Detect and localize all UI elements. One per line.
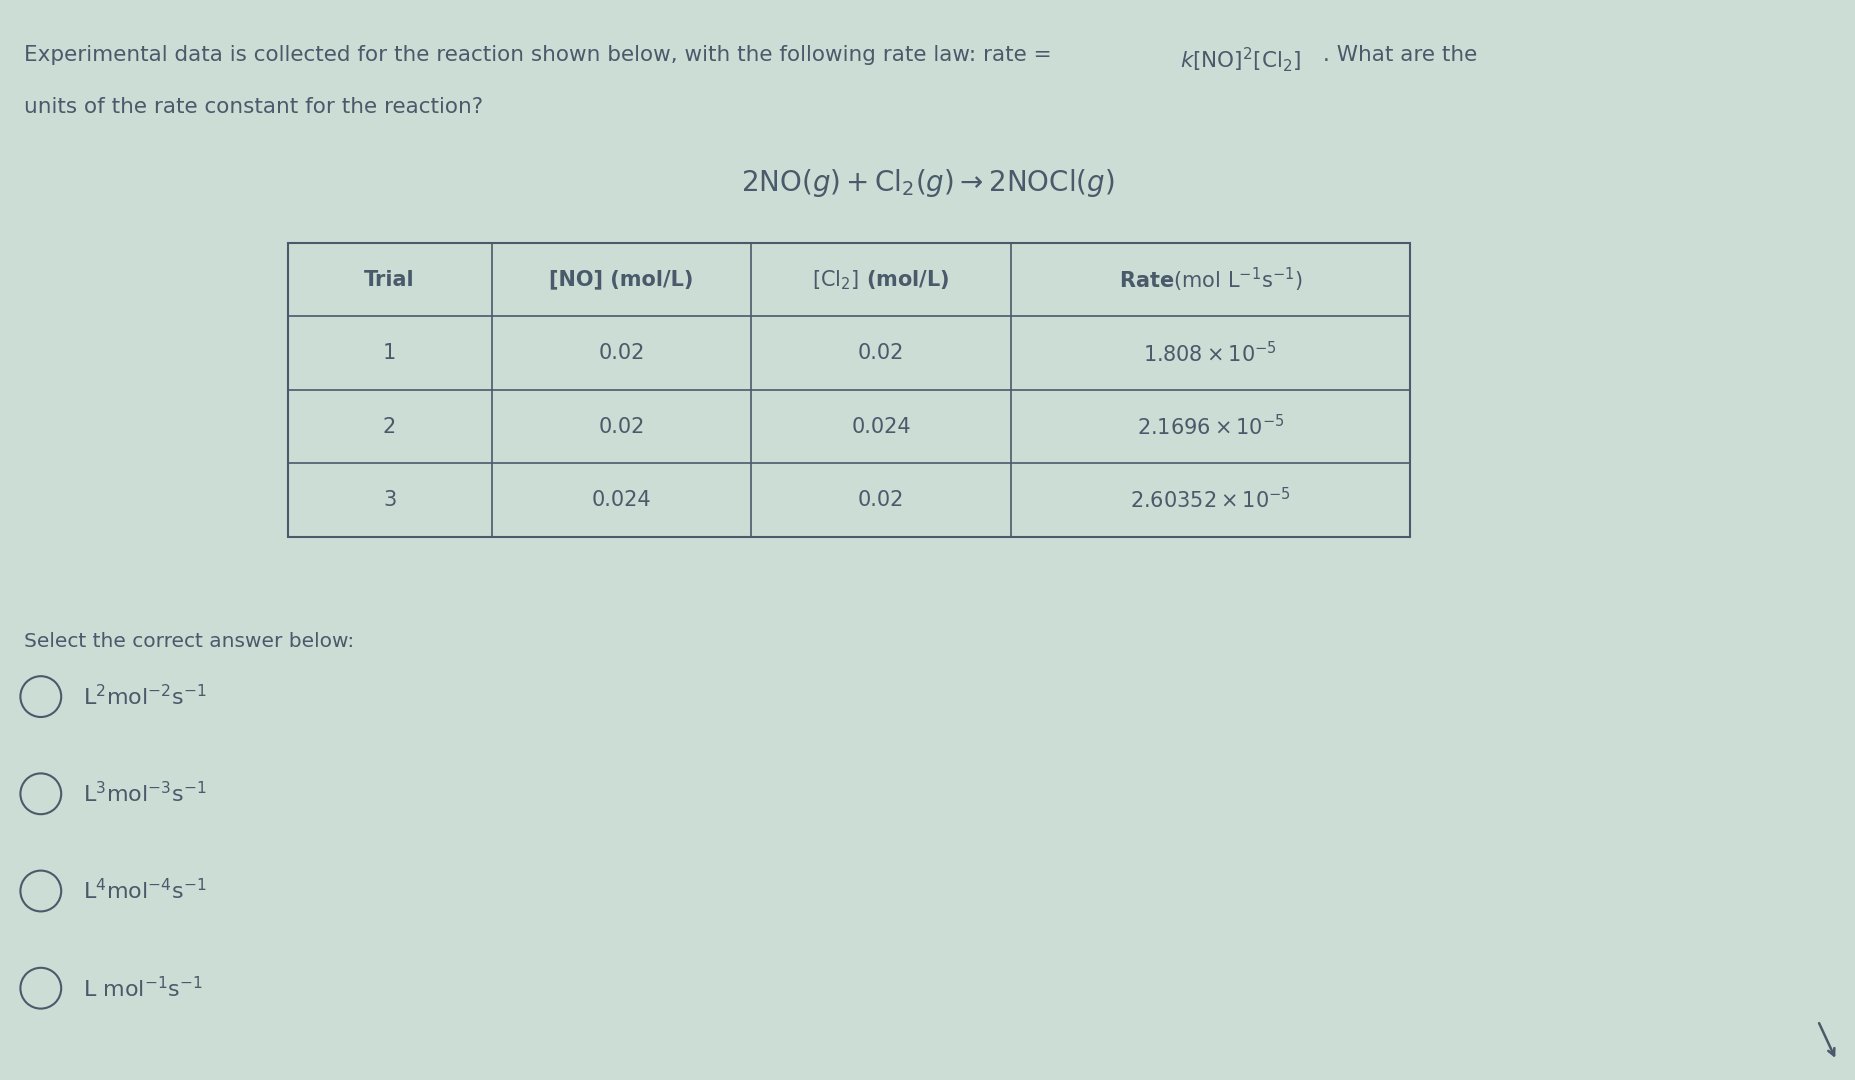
Text: $2.60352 \times 10^{-5}$: $2.60352 \times 10^{-5}$ xyxy=(1130,487,1291,513)
Text: $\mathrm{2NO}(g) + \mathrm{Cl_2}(g) \rightarrow \mathrm{2NOCl}(g)$: $\mathrm{2NO}(g) + \mathrm{Cl_2}(g) \rig… xyxy=(740,167,1115,200)
Text: 0.02: 0.02 xyxy=(599,417,646,436)
Text: 0.02: 0.02 xyxy=(599,343,646,363)
Text: 0.024: 0.024 xyxy=(592,490,651,510)
Text: 0.024: 0.024 xyxy=(851,417,911,436)
Text: Select the correct answer below:: Select the correct answer below: xyxy=(24,632,354,651)
Text: 0.02: 0.02 xyxy=(859,490,905,510)
Text: $1.808 \times 10^{-5}$: $1.808 \times 10^{-5}$ xyxy=(1143,340,1278,366)
Text: Experimental data is collected for the reaction shown below, with the following : Experimental data is collected for the r… xyxy=(24,45,1059,66)
Text: $k\mathrm{[NO]^2[Cl_2]}$: $k\mathrm{[NO]^2[Cl_2]}$ xyxy=(1180,45,1300,75)
Text: L$^2$mol$^{-2}$s$^{-1}$: L$^2$mol$^{-2}$s$^{-1}$ xyxy=(83,684,208,710)
Text: 1: 1 xyxy=(382,343,397,363)
Text: $2.1696 \times 10^{-5}$: $2.1696 \times 10^{-5}$ xyxy=(1137,414,1284,440)
Text: Trial: Trial xyxy=(364,270,416,289)
Text: L$^4$mol$^{-4}$s$^{-1}$: L$^4$mol$^{-4}$s$^{-1}$ xyxy=(83,878,208,904)
Text: 0.02: 0.02 xyxy=(859,343,905,363)
Text: units of the rate constant for the reaction?: units of the rate constant for the react… xyxy=(24,97,484,118)
Text: $[\mathrm{Cl_2}]$ (mol/L): $[\mathrm{Cl_2}]$ (mol/L) xyxy=(812,268,950,292)
Text: . What are the: . What are the xyxy=(1323,45,1477,66)
Text: L mol$^{-1}$s$^{-1}$: L mol$^{-1}$s$^{-1}$ xyxy=(83,975,204,1001)
Text: [NO] (mol/L): [NO] (mol/L) xyxy=(549,270,694,289)
Text: 3: 3 xyxy=(382,490,397,510)
Text: 2: 2 xyxy=(382,417,397,436)
Text: Rate$(\mathrm{mol\ L^{-1}s^{-1}})$: Rate$(\mathrm{mol\ L^{-1}s^{-1}})$ xyxy=(1119,266,1302,294)
Text: L$^3$mol$^{-3}$s$^{-1}$: L$^3$mol$^{-3}$s$^{-1}$ xyxy=(83,781,208,807)
